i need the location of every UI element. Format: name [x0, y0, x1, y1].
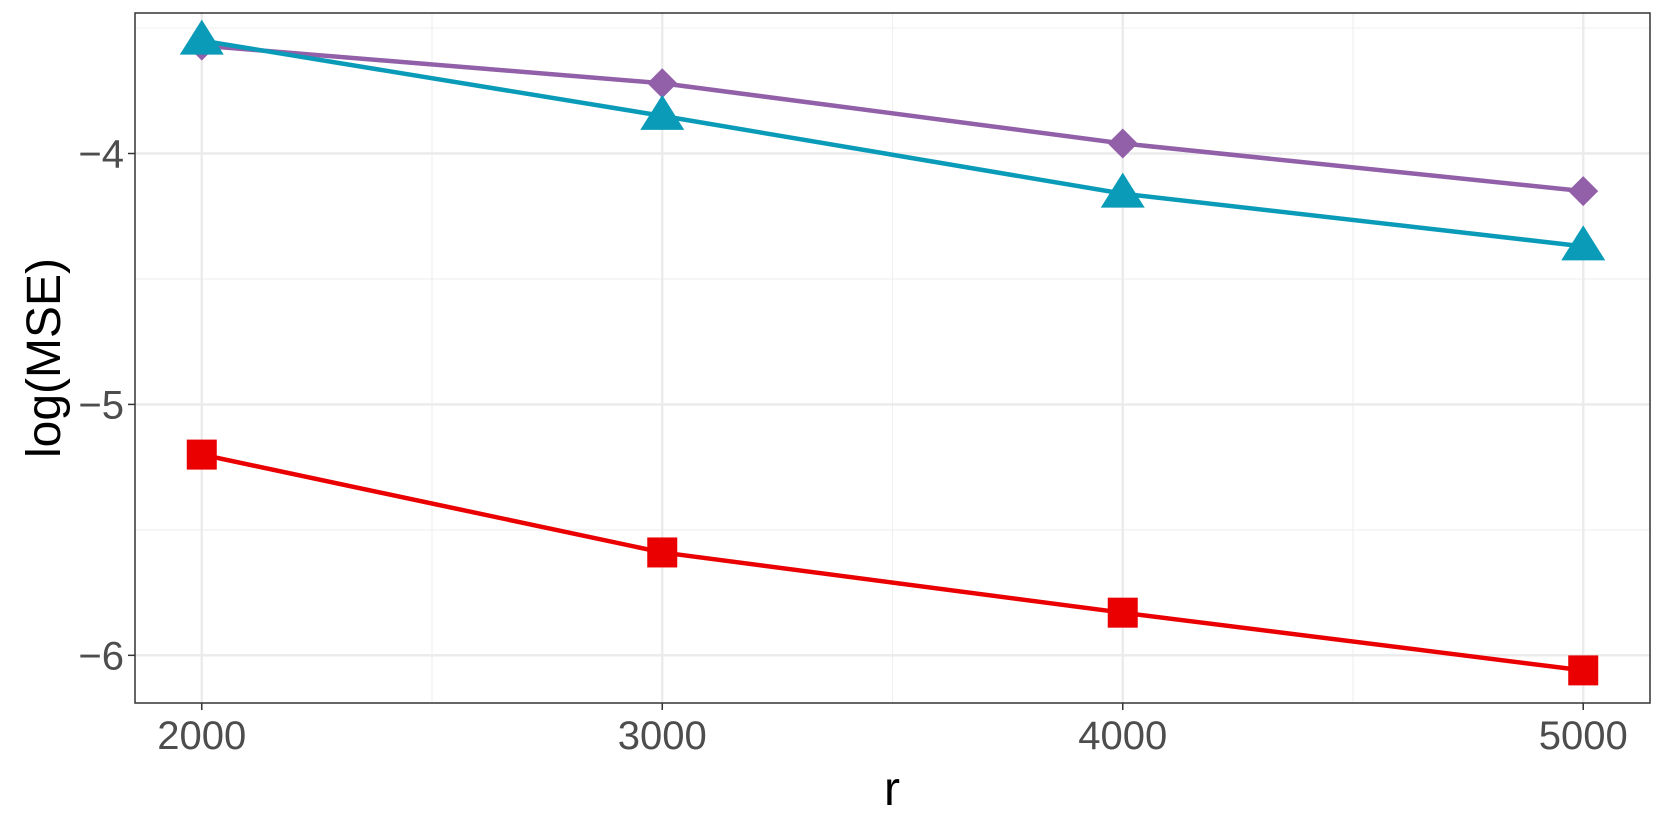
- series-triangle: [179, 19, 1606, 261]
- data-point-square: [186, 439, 217, 470]
- x-tick-label: 4000: [1078, 714, 1167, 758]
- y-tick-label: −5: [78, 383, 124, 427]
- series-line: [201, 38, 1584, 249]
- y-axis-title: log(MSE): [18, 258, 71, 458]
- minor-gridlines: [135, 13, 1650, 703]
- y-axis: −6 −5 −4: [78, 133, 135, 678]
- data-point-triangle: [640, 94, 685, 130]
- data-point-square: [1107, 597, 1138, 628]
- x-axis: 2000 3000 4000 5000: [157, 703, 1628, 758]
- plot-panel-border: [134, 12, 1651, 704]
- series-line: [201, 43, 1584, 194]
- data-point-square: [647, 537, 678, 568]
- series-layer: [179, 19, 1606, 686]
- data-point-diamond: [647, 68, 678, 99]
- data-point-triangle: [1100, 172, 1145, 208]
- y-tick-label: −6: [78, 634, 124, 678]
- y-tick-label: −4: [78, 133, 124, 177]
- data-point-diamond: [1107, 128, 1138, 159]
- data-point-triangle: [1561, 225, 1606, 261]
- x-tick-label: 2000: [157, 714, 246, 758]
- x-axis-title: r: [884, 763, 900, 816]
- data-point-diamond: [1568, 176, 1599, 207]
- series-line: [201, 452, 1584, 673]
- data-point-triangle: [179, 19, 224, 55]
- x-tick-label: 3000: [618, 714, 707, 758]
- series-square: [186, 439, 1599, 686]
- data-point-square: [1568, 655, 1599, 686]
- x-tick-label: 5000: [1539, 714, 1628, 758]
